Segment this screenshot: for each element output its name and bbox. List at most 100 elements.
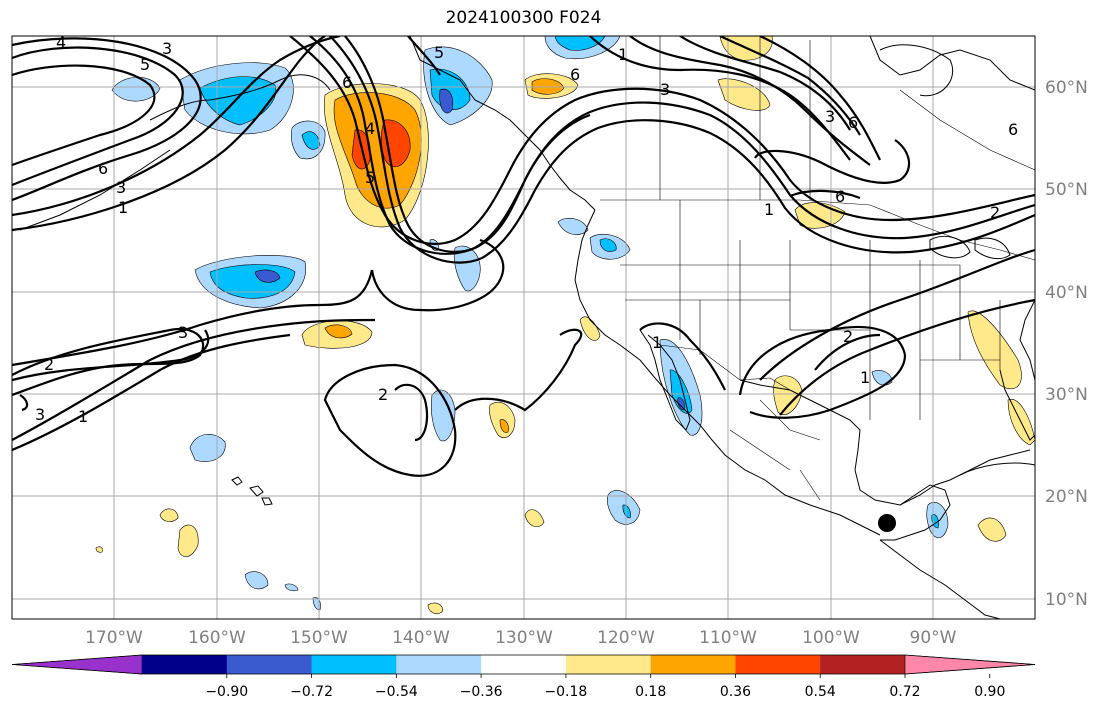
colorbar-outline xyxy=(11,654,1036,675)
contour-label: 1 xyxy=(652,333,662,352)
east-coast xyxy=(1019,299,1035,381)
contour-label: 6 xyxy=(98,159,108,178)
contour-line xyxy=(639,322,726,391)
anomaly-positive xyxy=(531,78,565,95)
anomaly-positive xyxy=(524,509,545,528)
anomaly-negative xyxy=(871,370,893,386)
anomaly-negative xyxy=(599,238,617,252)
colorbar-segment xyxy=(226,655,313,674)
contour-line xyxy=(454,328,583,412)
contour-line xyxy=(589,36,851,161)
lon-label: 150°W xyxy=(290,628,348,648)
contour-line xyxy=(12,318,376,441)
lon-label: 120°W xyxy=(597,628,655,648)
contour-label: 1 xyxy=(618,45,628,64)
contour-label: 6 xyxy=(342,73,352,92)
contour-line xyxy=(12,333,291,452)
contour-line xyxy=(12,36,341,217)
lat-label: 20°N xyxy=(1045,487,1088,507)
contour-line xyxy=(779,298,1035,416)
colorbar-segment xyxy=(481,655,567,674)
anomaly-negative xyxy=(244,571,269,590)
contour-label: 6 xyxy=(570,65,580,84)
caribbean-islands xyxy=(959,462,1035,476)
yucatan xyxy=(880,484,951,541)
contour-label: 3 xyxy=(825,107,835,126)
province-lines xyxy=(659,36,1035,200)
contour-line xyxy=(759,36,881,161)
contour-line xyxy=(407,36,441,76)
colorbar-tick-label: −0.18 xyxy=(544,684,587,700)
contour-line xyxy=(719,36,861,136)
contour-label: 3 xyxy=(162,39,172,58)
great-lakes xyxy=(929,236,971,259)
anomaly-positive xyxy=(499,419,509,433)
contour-line xyxy=(309,36,1035,255)
contour-line xyxy=(329,36,1035,264)
anomaly-negative xyxy=(557,217,589,235)
lon-label: 160°W xyxy=(188,628,246,648)
contour-label: 6 xyxy=(835,187,845,206)
coastlines xyxy=(19,36,1035,619)
contour-label: 2 xyxy=(378,385,388,404)
contour-line xyxy=(12,46,184,187)
map-frame xyxy=(11,35,1036,620)
colorbar-tick-label: −0.36 xyxy=(460,684,503,700)
lon-label: 140°W xyxy=(392,628,450,648)
hudson-bay xyxy=(879,44,954,97)
colorbar-segment xyxy=(311,655,397,674)
anomaly-positive xyxy=(579,316,601,341)
canada-us-border xyxy=(600,199,1035,261)
anomaly-negative xyxy=(439,88,453,114)
political-boundaries xyxy=(600,36,1035,501)
lon-label: 170°W xyxy=(85,628,143,648)
contour-label: 1 xyxy=(78,407,88,426)
colorbar: −0.90 −0.72 −0.54 −0.36 −0.18 0.18 0.36 0.54 0.7… xyxy=(11,654,1036,700)
hawaii-island xyxy=(249,485,264,497)
mexico-states xyxy=(729,399,821,501)
contour-label: 2 xyxy=(843,327,853,346)
contour-line xyxy=(814,333,881,371)
anomaly-negative xyxy=(254,269,281,283)
contour-label: 5 xyxy=(434,43,444,62)
contour-line xyxy=(370,238,505,312)
central-america xyxy=(879,539,1001,619)
contour-label: 1 xyxy=(764,200,774,219)
anomaly-positive xyxy=(95,546,103,553)
contour-line xyxy=(759,248,1035,381)
colorbar-tick-label: −0.90 xyxy=(205,684,248,700)
anomaly-positive xyxy=(427,602,443,614)
lat-label: 60°N xyxy=(1045,78,1088,98)
colorbar-tick-label: −0.72 xyxy=(290,684,333,700)
florida xyxy=(999,369,1035,441)
contour-label: 5 xyxy=(140,55,150,74)
contour-line xyxy=(12,37,202,202)
contour-line xyxy=(12,64,156,167)
contour-label: 3 xyxy=(116,178,126,197)
contour-line xyxy=(394,383,429,442)
contour-line xyxy=(738,326,907,419)
lon-label: 130°W xyxy=(495,628,553,648)
contour-label: 2 xyxy=(44,355,54,374)
map-title: 2024100300 F024 xyxy=(445,8,602,28)
anomaly-negative xyxy=(284,583,299,592)
aleutians xyxy=(19,149,171,231)
contour-label: 1 xyxy=(860,368,870,387)
contour-line xyxy=(12,269,374,367)
lat-label: 10°N xyxy=(1045,590,1088,610)
colorbar-extend-high xyxy=(904,654,1036,675)
contour-line xyxy=(344,36,591,253)
lon-label: 110°W xyxy=(699,628,757,648)
contour-line xyxy=(679,36,851,131)
colorbar-tick-label: 0.36 xyxy=(720,684,751,700)
latitude-labels: 60°N 50°N 40°N 30°N 20°N 10°N xyxy=(1045,78,1088,610)
anomaly-positive xyxy=(159,508,179,522)
colorbar-tick-label: 0.90 xyxy=(974,684,1005,700)
anomaly-positive xyxy=(177,524,199,557)
gulf-coast xyxy=(739,379,1031,506)
contour-label: 3 xyxy=(178,323,188,342)
contour-label: 4 xyxy=(56,33,66,52)
lon-label: 90°W xyxy=(910,628,957,648)
hawaii-island xyxy=(261,497,273,506)
